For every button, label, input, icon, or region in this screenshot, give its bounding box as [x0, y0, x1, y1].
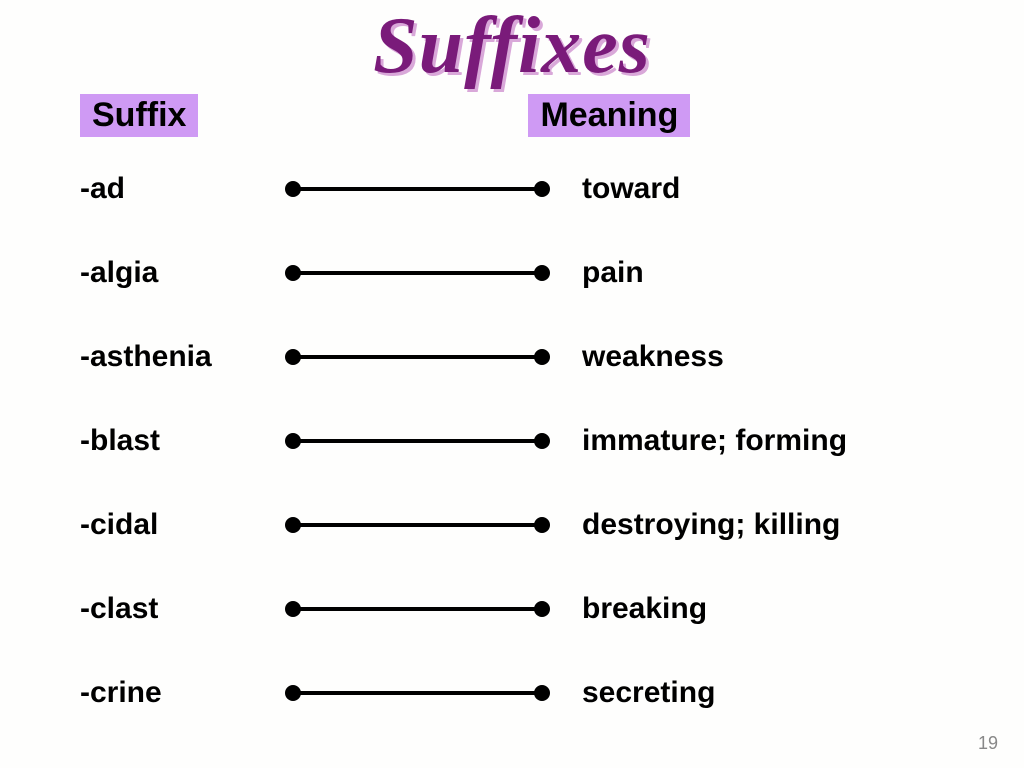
suffix-text: -clast [80, 592, 285, 626]
suffix-text: -cidal [80, 508, 285, 542]
suffix-row: -asthenia weakness [80, 315, 954, 399]
suffix-text: -blast [80, 424, 285, 458]
dot-icon [534, 517, 550, 533]
meaning-text: breaking [582, 592, 707, 626]
line-segment [293, 607, 542, 611]
suffix-row: -cidal destroying; killing [80, 483, 954, 567]
column-headers: Suffix Meaning [80, 94, 954, 137]
suffix-text: -algia [80, 256, 285, 290]
meaning-text: pain [582, 256, 644, 290]
meaning-header: Meaning [528, 94, 690, 137]
suffix-text: -crine [80, 676, 285, 710]
suffix-row: -clast breaking [80, 567, 954, 651]
meaning-text: secreting [582, 676, 715, 710]
meaning-text: toward [582, 172, 680, 206]
suffix-row: -ad toward [80, 147, 954, 231]
dot-icon [534, 181, 550, 197]
line-segment [293, 187, 542, 191]
dot-icon [534, 265, 550, 281]
suffix-text: -asthenia [80, 340, 285, 374]
line-segment [293, 691, 542, 695]
line-segment [293, 439, 542, 443]
connector-line [285, 431, 550, 451]
connector-line [285, 263, 550, 283]
suffix-header: Suffix [80, 94, 198, 137]
connector-line [285, 179, 550, 199]
suffix-row: -algia pain [80, 231, 954, 315]
dot-icon [534, 349, 550, 365]
meaning-text: destroying; killing [582, 508, 840, 542]
suffix-row: -blast immature; forming [80, 399, 954, 483]
suffix-row: -crine secreting [80, 651, 954, 735]
connector-line [285, 599, 550, 619]
dot-icon [534, 601, 550, 617]
suffix-text: -ad [80, 172, 285, 206]
line-segment [293, 355, 542, 359]
page-number: 19 [978, 733, 998, 754]
line-segment [293, 271, 542, 275]
content-area: Suffix Meaning -ad toward -algia pain -asthe… [0, 94, 1024, 735]
meaning-text: immature; forming [582, 424, 847, 458]
dot-icon [534, 685, 550, 701]
slide-title: Suffixes [0, 0, 1024, 86]
connector-line [285, 683, 550, 703]
connector-line [285, 347, 550, 367]
line-segment [293, 523, 542, 527]
rows-container: -ad toward -algia pain -asthenia weakness -bla… [80, 147, 954, 735]
meaning-text: weakness [582, 340, 724, 374]
connector-line [285, 515, 550, 535]
dot-icon [534, 433, 550, 449]
